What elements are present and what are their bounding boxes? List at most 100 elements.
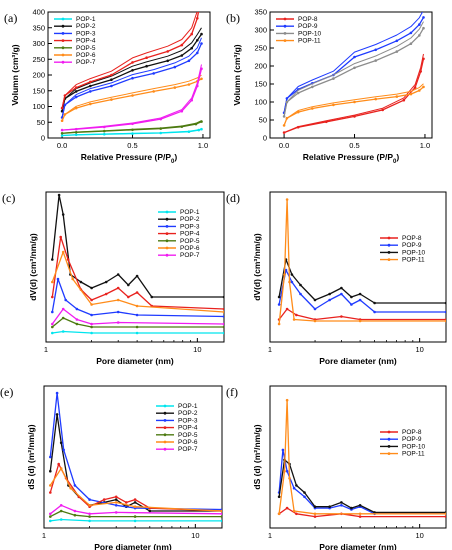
data-point — [90, 298, 93, 302]
x-tick-label: 10 — [415, 345, 423, 354]
y-tick-label: 250 — [32, 55, 45, 64]
data-point — [222, 322, 224, 326]
data-point — [196, 39, 199, 42]
data-point — [285, 506, 289, 510]
series-branch-pop-7 — [62, 64, 202, 131]
series-branch-pop-3 — [61, 37, 202, 118]
panel-label: (f) — [226, 385, 238, 399]
data-point — [116, 286, 120, 290]
data-point — [313, 298, 317, 302]
data-point — [358, 298, 362, 302]
data-point — [131, 61, 134, 64]
legend-marker — [163, 426, 167, 429]
data-point — [422, 26, 425, 30]
data-point — [200, 42, 203, 45]
data-point — [49, 491, 52, 494]
data-point — [187, 59, 191, 63]
legend-marker — [165, 246, 169, 250]
x-axis-title-sub: 0 — [171, 159, 175, 165]
legend-marker — [387, 251, 391, 254]
data-point — [59, 467, 63, 470]
data-point — [69, 486, 72, 490]
series-group — [277, 198, 446, 326]
legend-label: POP-2 — [180, 216, 200, 223]
data-point — [61, 307, 65, 311]
data-point — [59, 441, 63, 445]
legend-label: POP-5 — [178, 432, 198, 439]
data-point — [116, 298, 120, 302]
data-point — [133, 515, 137, 518]
y-tick-label: 150 — [254, 80, 267, 89]
data-point — [166, 59, 169, 63]
data-point — [277, 303, 281, 306]
y-tick-label: 250 — [254, 44, 267, 53]
data-point — [61, 316, 65, 320]
data-point — [277, 495, 281, 499]
series-line-pop-9 — [278, 449, 446, 515]
data-point — [49, 512, 52, 516]
series-line-pop-5 — [51, 317, 224, 328]
data-point — [299, 292, 302, 296]
data-point — [313, 515, 317, 518]
data-point — [127, 295, 130, 299]
data-point — [285, 198, 289, 201]
x-tick-label: 1 — [268, 345, 272, 354]
data-point — [413, 86, 417, 89]
legend-label: POP-3 — [180, 223, 200, 230]
x-axis-title: Relative Pressure (P/P0) — [303, 152, 400, 165]
data-point — [59, 504, 63, 507]
data-point — [73, 509, 77, 513]
data-point — [133, 498, 137, 501]
legend-marker — [163, 404, 167, 408]
data-point — [222, 295, 224, 299]
x-axis-title: Relative Pressure (P/P0) — [81, 152, 178, 165]
data-point — [288, 280, 291, 284]
data-point — [350, 295, 353, 299]
series-group — [282, 12, 425, 134]
x-tick-label: 1 — [44, 345, 48, 354]
data-point — [200, 32, 203, 36]
legend-label: POP-7 — [76, 59, 96, 66]
data-point — [358, 515, 362, 518]
data-point — [135, 331, 139, 335]
legend-marker — [61, 32, 65, 35]
legend-marker — [165, 232, 169, 236]
data-point — [125, 501, 128, 504]
legend-label: POP-9 — [402, 242, 422, 249]
data-point — [66, 258, 70, 261]
data-point — [290, 280, 294, 284]
data-point — [135, 325, 139, 329]
data-point — [61, 330, 65, 333]
legend-label: POP-7 — [180, 252, 200, 259]
data-point — [51, 322, 54, 326]
panel-c: (c) 1 10 Pore diameter (nm) dV(d) (cm³/nm/g)… — [2, 191, 225, 366]
data-point — [173, 86, 177, 89]
data-point — [444, 301, 446, 305]
data-point — [409, 92, 413, 96]
data-point — [350, 506, 353, 510]
data-point — [180, 109, 184, 113]
x-axis-title: Pore diameter (nm) — [96, 356, 174, 366]
legend-marker — [163, 411, 167, 415]
panel-label: (e) — [0, 385, 13, 399]
data-point — [373, 310, 376, 314]
data-point — [395, 39, 399, 43]
legend-label: POP-6 — [180, 245, 200, 252]
data-point — [116, 273, 120, 276]
data-point — [88, 504, 91, 507]
data-point — [90, 313, 93, 317]
panel-a: (a) 0.0 0.5 1.0 0 50 100 150 200 250 300 350 400 Rela… — [4, 8, 211, 165]
legend-label: POP-5 — [180, 238, 200, 245]
data-point — [422, 85, 425, 89]
data-point — [422, 16, 425, 19]
data-point — [152, 90, 155, 93]
data-point — [220, 519, 222, 523]
data-point — [353, 100, 356, 104]
data-point — [409, 31, 413, 35]
data-point — [73, 484, 77, 487]
legend-label: POP-5 — [76, 45, 96, 52]
data-point — [444, 310, 446, 314]
panel-e: (e) 1 10 Pore diameter (nm) dS (d) (m²/nm/g)… — [0, 385, 223, 550]
